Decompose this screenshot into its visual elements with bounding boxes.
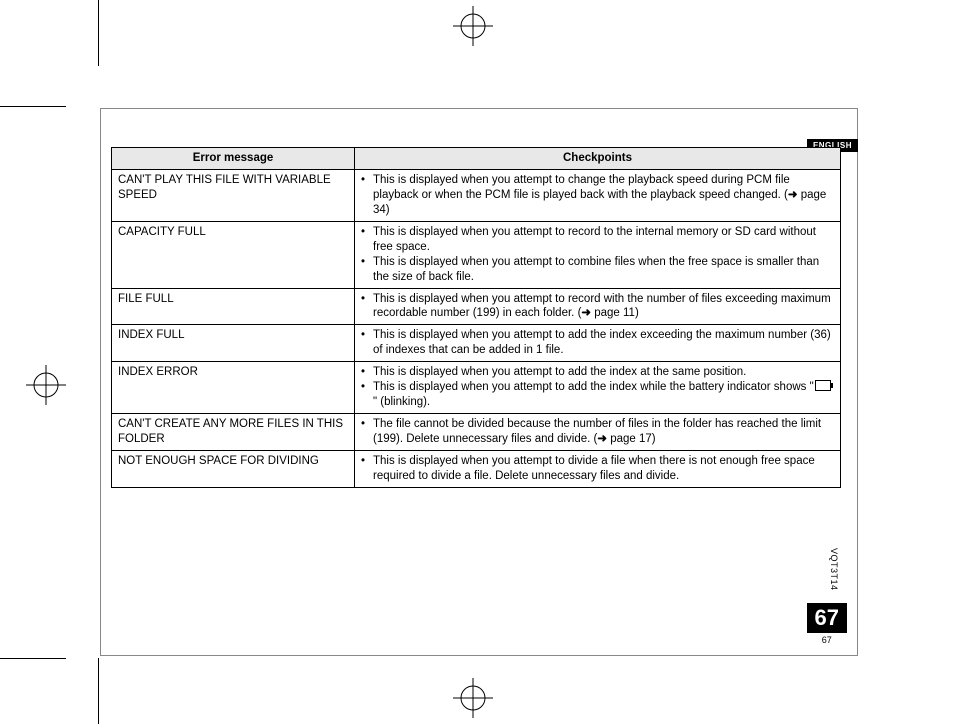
error-message-cell: CAN'T PLAY THIS FILE WITH VARIABLE SPEED [112, 169, 355, 221]
registration-mark-top [453, 6, 493, 46]
checkpoint-item: This is displayed when you attempt to ad… [373, 328, 834, 358]
arrow-icon: ➜ [788, 189, 798, 201]
checkpoints-cell: This is displayed when you attempt to ad… [355, 362, 841, 414]
checkpoints-cell: This is displayed when you attempt to ad… [355, 325, 841, 362]
table-row: NOT ENOUGH SPACE FOR DIVIDING This is dis… [112, 450, 841, 487]
checkpoint-item: This is displayed when you attempt to ad… [373, 380, 834, 410]
page-number-block: 67 67 [807, 603, 847, 645]
checkpoints-cell: This is displayed when you attempt to ch… [355, 169, 841, 221]
checkpoint-item: This is displayed when you attempt to co… [373, 255, 834, 285]
checkpoints-cell: The file cannot be divided because the n… [355, 414, 841, 451]
cropmark-bottom-v [98, 658, 99, 724]
col-header-error: Error message [112, 148, 355, 170]
checkpoint-item: This is displayed when you attempt to re… [373, 292, 834, 322]
error-message-cell: CAPACITY FULL [112, 221, 355, 288]
error-message-cell: INDEX ERROR [112, 362, 355, 414]
cropmark-top-h [0, 106, 66, 107]
checkpoint-item: This is displayed when you attempt to di… [373, 454, 834, 484]
table-row: INDEX ERROR This is displayed when you at… [112, 362, 841, 414]
checkpoints-cell: This is displayed when you attempt to di… [355, 450, 841, 487]
content-area: Error message Checkpoints CAN'T PLAY THI… [111, 147, 841, 488]
table-row: INDEX FULL This is displayed when you att… [112, 325, 841, 362]
error-message-cell: FILE FULL [112, 288, 355, 325]
table-row: CAPACITY FULL This is displayed when you … [112, 221, 841, 288]
checkpoints-cell: This is displayed when you attempt to re… [355, 288, 841, 325]
document-code: VQT3T14 [829, 548, 839, 591]
cropmark-bottom-h [0, 658, 66, 659]
table-header-row: Error message Checkpoints [112, 148, 841, 170]
error-message-cell: INDEX FULL [112, 325, 355, 362]
page-number-large: 67 [807, 603, 847, 633]
checkpoint-item: The file cannot be divided because the n… [373, 417, 834, 447]
table-row: FILE FULL This is displayed when you atte… [112, 288, 841, 325]
error-message-cell: NOT ENOUGH SPACE FOR DIVIDING [112, 450, 355, 487]
page-frame: ENGLISH Error message Checkpoints CAN'T … [100, 108, 858, 656]
battery-icon [815, 380, 831, 391]
page-number-small: 67 [807, 635, 847, 645]
registration-mark-bottom [453, 678, 493, 718]
cropmark-top-v [98, 0, 99, 66]
col-header-checkpoints: Checkpoints [355, 148, 841, 170]
table-row: CAN'T PLAY THIS FILE WITH VARIABLE SPEED… [112, 169, 841, 221]
arrow-icon: ➜ [597, 433, 607, 445]
checkpoints-cell: This is displayed when you attempt to re… [355, 221, 841, 288]
registration-mark-left [26, 365, 66, 405]
checkpoint-item: This is displayed when you attempt to ch… [373, 173, 834, 218]
error-table: Error message Checkpoints CAN'T PLAY THI… [111, 147, 841, 488]
checkpoint-item: This is displayed when you attempt to re… [373, 225, 834, 255]
checkpoint-item: This is displayed when you attempt to ad… [373, 365, 834, 380]
table-row: CAN'T CREATE ANY MORE FILES IN THIS FOLD… [112, 414, 841, 451]
arrow-icon: ➜ [581, 307, 591, 319]
error-message-cell: CAN'T CREATE ANY MORE FILES IN THIS FOLD… [112, 414, 355, 451]
